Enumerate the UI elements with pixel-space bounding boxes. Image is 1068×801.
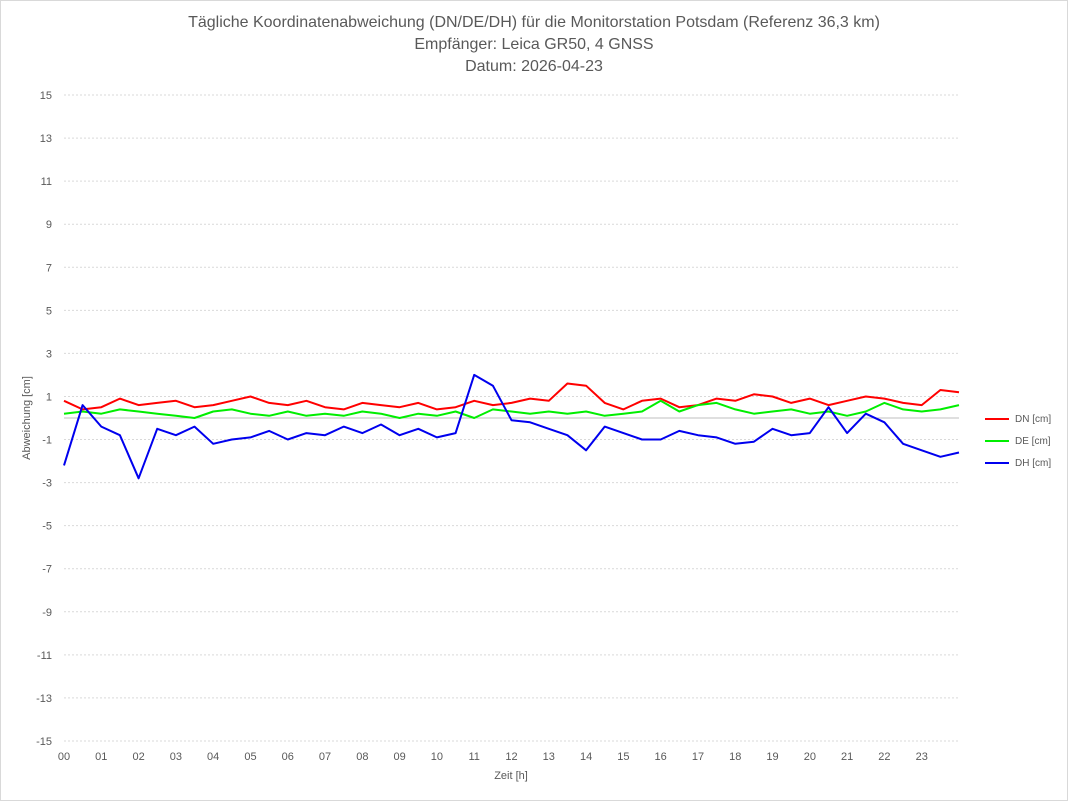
legend-swatch bbox=[985, 440, 1009, 442]
x-tick-label: 12 bbox=[505, 751, 517, 763]
x-tick-label: 11 bbox=[468, 751, 479, 763]
legend: DN [cm] DE [cm] DH [cm] bbox=[985, 408, 1051, 474]
x-tick-label: 04 bbox=[207, 751, 219, 763]
chart-title: Tägliche Koordinatenabweichung (DN/DE/DH… bbox=[188, 14, 880, 31]
x-axis-label: Zeit [h] bbox=[494, 770, 528, 782]
y-tick-label: 3 bbox=[46, 348, 52, 360]
y-axis-label: Abweichung [cm] bbox=[21, 376, 33, 460]
x-tick-label: 07 bbox=[319, 751, 331, 763]
series-line-dn bbox=[63, 382, 960, 411]
y-tick-label: -11 bbox=[37, 650, 52, 662]
series-line-de bbox=[63, 399, 960, 419]
x-tick-labels: 00 01 02 03 04 05 06 07 08 09 10 11 12 13 14 15 16 17 18 19… bbox=[58, 751, 928, 763]
x-tick-label: 02 bbox=[132, 751, 144, 763]
y-tick-labels: 15 13 11 9 7 5 3 1 -1 -3 -5 -7 -9 -11 -13 -15 bbox=[36, 90, 52, 748]
x-tick-label: 06 bbox=[282, 751, 294, 763]
series-lines bbox=[63, 373, 960, 480]
series-line-dh bbox=[63, 373, 960, 480]
x-tick-label: 21 bbox=[841, 751, 853, 763]
y-tick-label: 5 bbox=[46, 305, 52, 317]
y-tick-label: -9 bbox=[42, 607, 52, 619]
legend-item: DE [cm] bbox=[985, 430, 1051, 452]
y-tick-label: 15 bbox=[40, 90, 52, 102]
x-tick-label: 09 bbox=[394, 751, 406, 763]
y-tick-label: -7 bbox=[42, 564, 52, 576]
x-tick-label: 14 bbox=[580, 751, 592, 763]
x-tick-label: 05 bbox=[244, 751, 256, 763]
y-tick-label: -1 bbox=[42, 435, 52, 447]
x-tick-label: 19 bbox=[766, 751, 778, 763]
x-tick-label: 17 bbox=[692, 751, 704, 763]
x-tick-label: 03 bbox=[170, 751, 182, 763]
x-tick-label: 23 bbox=[916, 751, 928, 763]
x-tick-label: 22 bbox=[878, 751, 890, 763]
legend-label: DE [cm] bbox=[1015, 435, 1051, 447]
y-tick-label: 9 bbox=[46, 219, 52, 231]
x-tick-label: 15 bbox=[617, 751, 629, 763]
y-tick-label: -13 bbox=[36, 693, 52, 705]
x-tick-label: 20 bbox=[804, 751, 816, 763]
y-tick-label: 13 bbox=[40, 133, 52, 145]
legend-label: DN [cm] bbox=[1015, 413, 1052, 425]
x-tick-label: 01 bbox=[95, 751, 107, 763]
legend-swatch bbox=[985, 462, 1009, 464]
grid-lines bbox=[64, 94, 959, 742]
chart-subtitle: Empfänger: Leica GR50, 4 GNSS bbox=[414, 36, 654, 53]
x-tick-label: 16 bbox=[655, 751, 667, 763]
y-tick-label: 1 bbox=[46, 391, 52, 403]
y-tick-label: 11 bbox=[41, 176, 52, 188]
legend-swatch bbox=[985, 418, 1009, 420]
x-tick-label: 18 bbox=[729, 751, 741, 763]
x-tick-label: 08 bbox=[356, 751, 368, 763]
legend-label: DH [cm] bbox=[1015, 457, 1052, 469]
legend-item: DN [cm] bbox=[985, 408, 1051, 430]
x-tick-label: 13 bbox=[543, 751, 555, 763]
legend-item: DH [cm] bbox=[985, 452, 1051, 474]
chart-title-block: Tägliche Koordinatenabweichung (DN/DE/DH… bbox=[0, 12, 1068, 78]
x-tick-label: 00 bbox=[58, 751, 70, 763]
y-tick-label: 7 bbox=[46, 262, 52, 274]
y-tick-label: -5 bbox=[42, 521, 52, 533]
chart-date: Datum: 2026-04-23 bbox=[465, 58, 603, 75]
y-tick-label: -3 bbox=[42, 478, 52, 490]
x-tick-label: 10 bbox=[431, 751, 443, 763]
y-tick-label: -15 bbox=[36, 736, 52, 748]
